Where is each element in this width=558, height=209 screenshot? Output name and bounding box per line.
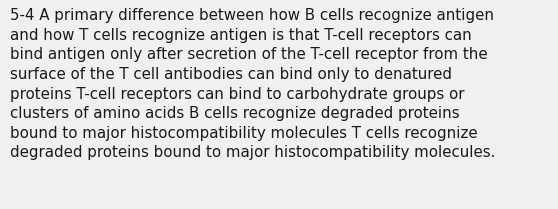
Text: 5-4 A primary difference between how B cells recognize antigen
and how T cells r: 5-4 A primary difference between how B c… <box>10 8 496 160</box>
